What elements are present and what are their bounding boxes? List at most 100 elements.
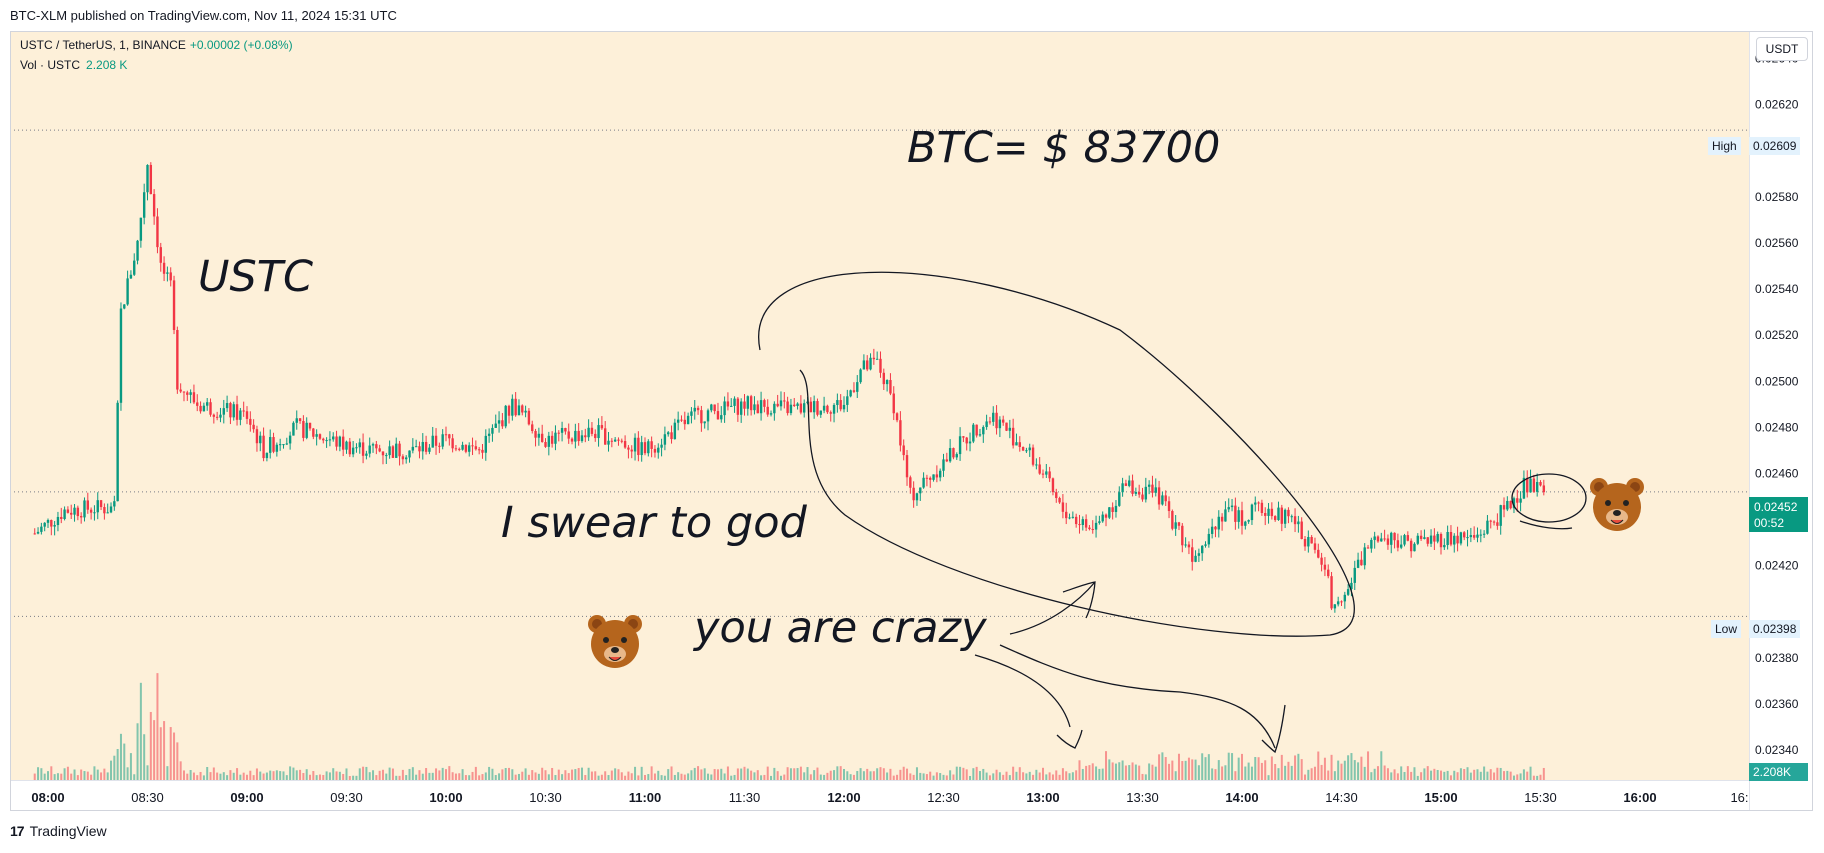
candle-body	[1310, 537, 1313, 544]
brand-name: TradingView	[29, 823, 107, 839]
candle-body	[540, 433, 544, 442]
volume-bar	[305, 769, 308, 780]
candle-body	[461, 444, 464, 450]
candle-body	[494, 423, 497, 428]
candle-body	[746, 396, 750, 409]
volume-bar	[1214, 769, 1217, 780]
volume-bar	[362, 766, 365, 780]
candle-body	[1260, 502, 1264, 514]
volume-bar	[50, 766, 53, 780]
volume-bar	[955, 766, 958, 780]
volume-bar	[1406, 766, 1409, 780]
chart-pane[interactable]	[10, 31, 1749, 780]
volume-bar	[760, 775, 763, 780]
volume-bar	[557, 769, 560, 780]
candle-body	[1227, 507, 1230, 510]
volume-bar	[1015, 771, 1018, 780]
volume-bar	[468, 775, 471, 780]
symbol-legend[interactable]: USTC / TetherUS, 1, BINANCE +0.00002 (+0.…	[20, 38, 293, 52]
price-axis[interactable]	[1749, 31, 1814, 811]
candle-body	[1406, 535, 1410, 541]
currency-unit-button[interactable]: USDT	[1756, 37, 1808, 61]
candle-body	[477, 449, 481, 451]
candle-body	[1065, 511, 1068, 519]
candle-body	[514, 398, 517, 416]
price-tick-label: 0.02340	[1755, 743, 1799, 757]
volume-bar	[1065, 771, 1068, 780]
volume-bar	[1393, 769, 1396, 780]
annotation-swear[interactable]: I swear to god	[501, 498, 807, 548]
volume-bar	[471, 771, 474, 780]
volume-bar	[441, 767, 444, 780]
candle-body	[1433, 535, 1436, 542]
candle-body	[1363, 547, 1366, 566]
volume-bar	[1323, 757, 1326, 780]
candle-body	[1184, 544, 1187, 546]
candle-body	[776, 403, 779, 407]
candle-body	[587, 427, 590, 438]
volume-bar	[1333, 771, 1336, 780]
candle-body	[312, 428, 315, 437]
bear-icon[interactable]	[585, 612, 645, 672]
volume-bar	[627, 771, 630, 780]
volume-bar	[730, 775, 733, 780]
candle-body	[1307, 537, 1310, 547]
candle-body	[1423, 537, 1426, 539]
volume-bar	[129, 753, 132, 780]
volume-bar	[381, 769, 384, 780]
candle-body	[285, 443, 288, 445]
candle-body	[604, 428, 607, 445]
volume-bar	[488, 766, 491, 780]
candle-body	[375, 444, 378, 449]
volume-bar	[806, 767, 809, 780]
candle-body	[162, 262, 166, 274]
candle-body	[846, 396, 849, 405]
candle-body	[1240, 510, 1244, 526]
volume-bar	[209, 772, 212, 780]
candle-body	[388, 446, 391, 456]
candle-body	[1522, 477, 1526, 499]
candle-body	[693, 407, 696, 412]
footer-brand[interactable]: 17 TradingView	[10, 823, 107, 839]
volume-bar	[1217, 760, 1220, 780]
volume-bar	[1280, 754, 1283, 780]
candle-body	[1519, 498, 1522, 503]
candle-body	[1167, 501, 1171, 512]
candle-body	[972, 424, 975, 442]
candle-body	[1330, 576, 1333, 609]
candle-body	[229, 403, 232, 418]
volume-bar	[415, 774, 418, 780]
annotation-ustc[interactable]: USTC	[198, 252, 314, 302]
candle-body	[686, 415, 690, 425]
candle-body	[252, 424, 255, 430]
candle-body	[1297, 521, 1300, 525]
candle-body	[66, 509, 70, 513]
candle-body	[696, 407, 700, 411]
candle-body	[1151, 484, 1154, 493]
candle-body	[895, 413, 899, 421]
annotation-btc-price[interactable]: BTC= $ 83700	[907, 123, 1221, 173]
candle-body	[889, 380, 892, 394]
time-tick-label: 09:30	[330, 790, 363, 805]
volume-bar	[1536, 775, 1539, 780]
volume-bar	[275, 770, 278, 780]
volume-bar	[1420, 772, 1423, 780]
bear-icon[interactable]	[1587, 475, 1647, 535]
candle-body	[474, 446, 478, 450]
volume-bar	[949, 770, 952, 780]
candle-body	[156, 216, 159, 248]
volume-bar	[514, 774, 517, 780]
volume-bar	[620, 772, 623, 780]
volume-bar	[63, 768, 66, 780]
volume-legend[interactable]: Vol · USTC 2.208 K	[20, 58, 127, 72]
volume-bar	[163, 721, 166, 780]
candle-body	[1028, 447, 1031, 451]
time-axis[interactable]	[10, 780, 1749, 812]
candle-body	[982, 427, 985, 435]
candle-body	[166, 272, 169, 274]
candle-body	[1476, 534, 1479, 538]
volume-bar	[106, 772, 109, 780]
annotation-crazy[interactable]: you are crazy	[694, 603, 987, 653]
candle-body	[1038, 464, 1041, 474]
volume-bar	[325, 771, 328, 780]
